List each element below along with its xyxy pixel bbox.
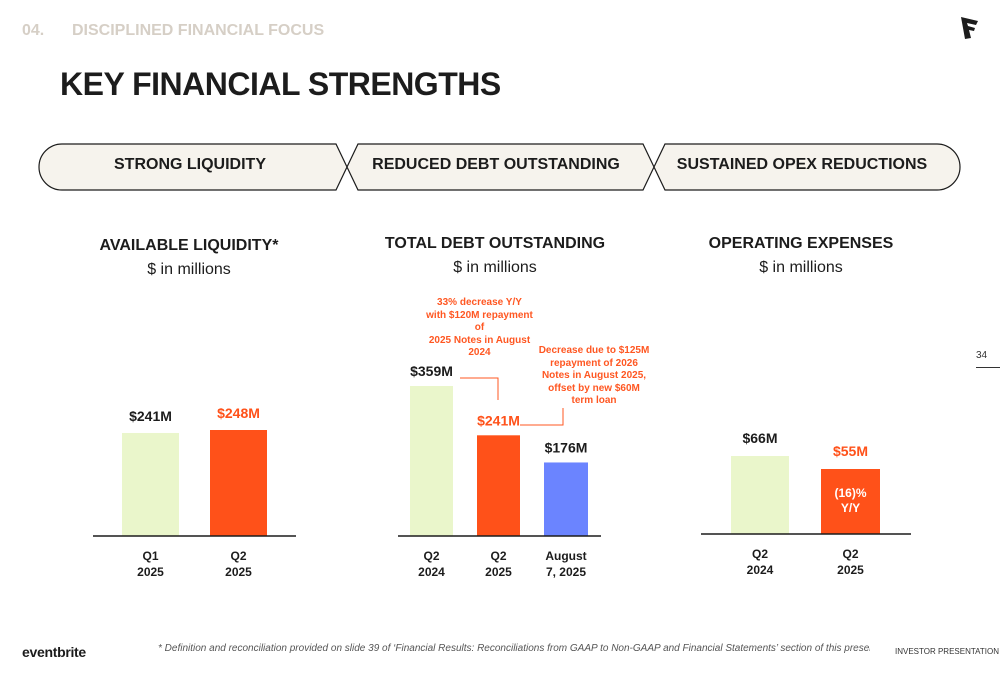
tick-label-debt-1: Q2 2025 — [485, 549, 512, 579]
tick-label-opex-1: Q2 2025 — [837, 547, 864, 577]
bar-debt-2 — [544, 462, 588, 536]
tick-label-opex-0: Q2 2024 — [747, 547, 774, 577]
annotation-debt-2024: 33% decrease Y/Y with $120M repayment of… — [426, 297, 533, 359]
annotation-connector-2025 — [520, 408, 564, 426]
chart-subtitle-debt: $ in millions — [453, 259, 537, 276]
bar-liquidity-1 — [210, 430, 267, 536]
bar-opex-1 — [821, 469, 880, 534]
annotation-debt-2025: Decrease due to $125M repayment of 2026 … — [538, 345, 650, 407]
chart-title-liquidity: AVAILABLE LIQUIDITY* — [99, 237, 279, 254]
section-number: 04. — [22, 22, 45, 39]
annotation-connector-2024 — [460, 377, 499, 400]
chart-title-opex: OPERATING EXPENSES — [708, 235, 894, 252]
bar-liquidity-0 — [122, 432, 179, 536]
bar-debt-1 — [477, 435, 520, 536]
data-label-liquidity-0: $241M — [129, 408, 172, 424]
data-label-debt-1: $241M — [477, 412, 520, 428]
eventbrite-logo: eventbrite — [22, 644, 86, 660]
pillar-shape-debt — [346, 143, 655, 191]
data-label-liquidity-1: $248M — [217, 405, 260, 421]
section-title: DISCIPLINED FINANCIAL FOCUS — [72, 22, 325, 39]
data-label-debt-2: $176M — [545, 439, 588, 455]
pillar-label-debt: REDUCED DEBT OUTSTANDING — [372, 156, 620, 173]
tick-label-debt-0: Q2 2024 — [418, 549, 445, 579]
pillar-shape-opex — [653, 143, 961, 191]
eventbrite-e-mark-icon — [958, 15, 982, 41]
bar-opex-0 — [731, 456, 789, 534]
bar-debt-0 — [410, 386, 453, 536]
footnote: * Definition and reconciliation provided… — [158, 643, 870, 654]
pillar-label-opex: SUSTAINED OPEX REDUCTIONS — [676, 156, 928, 173]
pillar-shape-liquidity — [38, 143, 348, 191]
chart-subtitle-opex: $ in millions — [759, 259, 843, 276]
tick-label-debt-2: August 7, 2025 — [545, 549, 586, 579]
footer-label: INVESTOR PRESENTATION — [895, 647, 1000, 656]
pillar-banner: STRONG LIQUIDITY REDUCED DEBT OUTSTANDIN… — [0, 143, 1000, 191]
tick-label-liquidity-0: Q1 2025 — [137, 549, 164, 579]
page-title: KEY FINANCIAL STRENGTHS — [60, 66, 501, 102]
pillar-label-liquidity: STRONG LIQUIDITY — [114, 156, 266, 173]
tick-label-liquidity-1: Q2 2025 — [225, 549, 252, 579]
page-number: 34 — [976, 350, 988, 361]
data-label-debt-0: $359M — [410, 363, 453, 379]
chart-subtitle-liquidity: $ in millions — [147, 261, 231, 278]
inner-label-opex: (16)% Y/Y — [834, 486, 866, 515]
data-label-opex-0: $66M — [742, 430, 777, 446]
chart-title-debt: TOTAL DEBT OUTSTANDING — [384, 235, 606, 252]
data-label-opex-1: $55M — [833, 443, 868, 459]
page-number-rule — [976, 367, 1000, 368]
